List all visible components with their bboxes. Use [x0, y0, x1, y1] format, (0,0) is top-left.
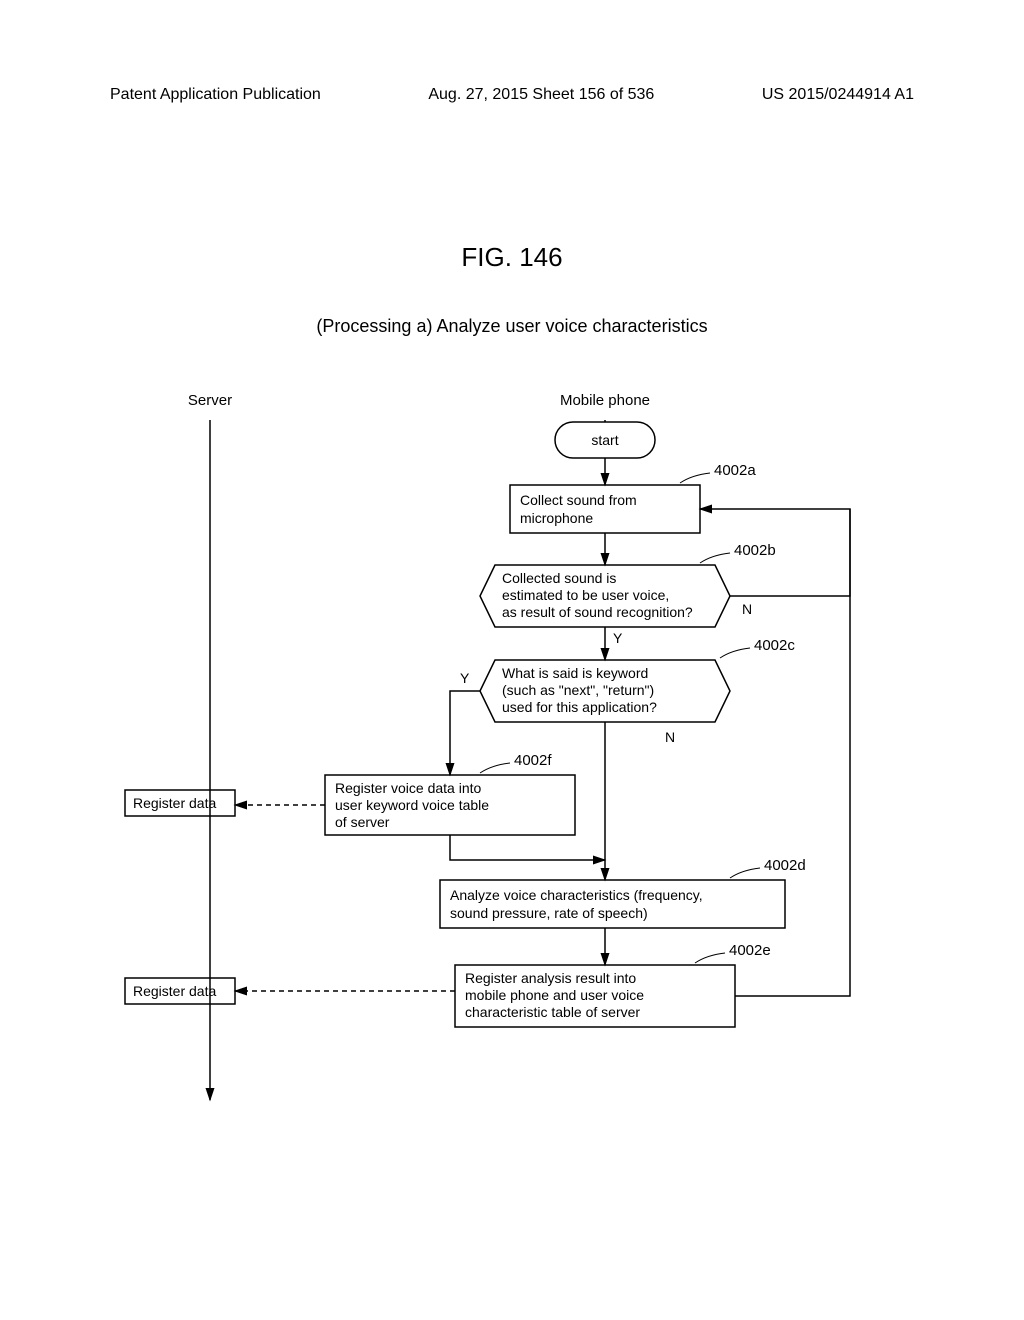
svg-text:user keyword voice table: user keyword voice table — [335, 797, 489, 813]
svg-text:Server: Server — [188, 392, 232, 409]
figure-title: FIG. 146 — [0, 242, 1024, 273]
svg-text:4002a: 4002a — [714, 462, 756, 479]
svg-text:Register voice data into: Register voice data into — [335, 780, 482, 796]
svg-text:Analyze voice characteristics: Analyze voice characteristics (frequency… — [450, 887, 703, 903]
svg-text:What is said is keyword: What is said is keyword — [502, 665, 648, 681]
svg-text:mobile phone and user voice: mobile phone and user voice — [465, 987, 644, 1003]
page-header: Patent Application Publication Aug. 27, … — [110, 86, 914, 104]
svg-text:4002b: 4002b — [734, 542, 776, 559]
svg-text:used for this application?: used for this application? — [502, 699, 657, 715]
svg-text:of server: of server — [335, 814, 390, 830]
svg-text:start: start — [591, 432, 618, 448]
svg-text:Collected sound is: Collected sound is — [502, 570, 616, 586]
svg-text:Collect sound from: Collect sound from — [520, 492, 637, 508]
svg-text:Register data: Register data — [133, 795, 216, 811]
header-right: US 2015/0244914 A1 — [762, 86, 914, 104]
svg-text:N: N — [742, 601, 752, 617]
svg-text:as result of sound recognition: as result of sound recognition? — [502, 604, 693, 620]
svg-text:Mobile phone: Mobile phone — [560, 392, 650, 409]
svg-text:characteristic table of server: characteristic table of server — [465, 1004, 640, 1020]
svg-text:estimated to be user voice,: estimated to be user voice, — [502, 587, 669, 603]
figure-subtitle: (Processing a) Analyze user voice charac… — [0, 316, 1024, 337]
svg-text:sound pressure, rate of speech: sound pressure, rate of speech) — [450, 905, 648, 921]
svg-text:microphone: microphone — [520, 510, 593, 526]
svg-text:Y: Y — [460, 670, 470, 686]
svg-text:4002e: 4002e — [729, 942, 771, 959]
header-center: Aug. 27, 2015 Sheet 156 of 536 — [428, 86, 654, 104]
svg-text:Y: Y — [613, 630, 623, 646]
svg-text:Register analysis result into: Register analysis result into — [465, 970, 636, 986]
svg-text:(such as "next", "return"): (such as "next", "return") — [502, 682, 654, 698]
svg-text:Register data: Register data — [133, 983, 216, 999]
svg-text:4002d: 4002d — [764, 857, 806, 874]
svg-text:4002c: 4002c — [754, 637, 795, 654]
flowchart-diagram: Server Mobile phone start Collect sound fro… — [110, 380, 910, 1110]
svg-text:N: N — [665, 729, 675, 745]
header-left: Patent Application Publication — [110, 86, 321, 104]
svg-text:4002f: 4002f — [514, 752, 552, 769]
